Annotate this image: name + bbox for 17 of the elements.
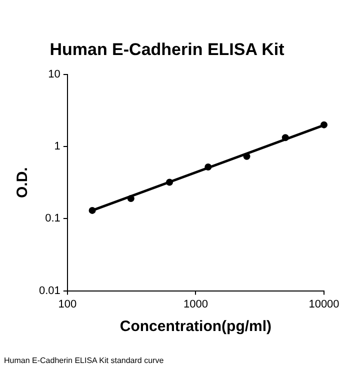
x-tick-label: 10000 (308, 298, 340, 310)
point (204, 164, 212, 171)
y-tick-label: 1 (54, 140, 60, 153)
text: Human E-Cadherin ELISA Kit standard curve (4, 356, 164, 365)
y-axis-title: O.D. (14, 167, 32, 198)
y-tick-label: 0.1 (45, 212, 60, 225)
point (88, 206, 96, 214)
y-tick-label: 0.01 (38, 284, 60, 297)
x-axis-title: Concentration(pg/ml) (120, 318, 272, 336)
point (127, 195, 134, 202)
point (320, 121, 328, 128)
x-tick-label: 100 (58, 298, 77, 310)
y-tick-label: 10 (48, 68, 60, 80)
point (166, 178, 174, 186)
chart-title: Human E-Cadherin ELISA Kit (50, 40, 285, 59)
x-tick-label: 1000 (183, 298, 208, 310)
point (282, 134, 289, 142)
